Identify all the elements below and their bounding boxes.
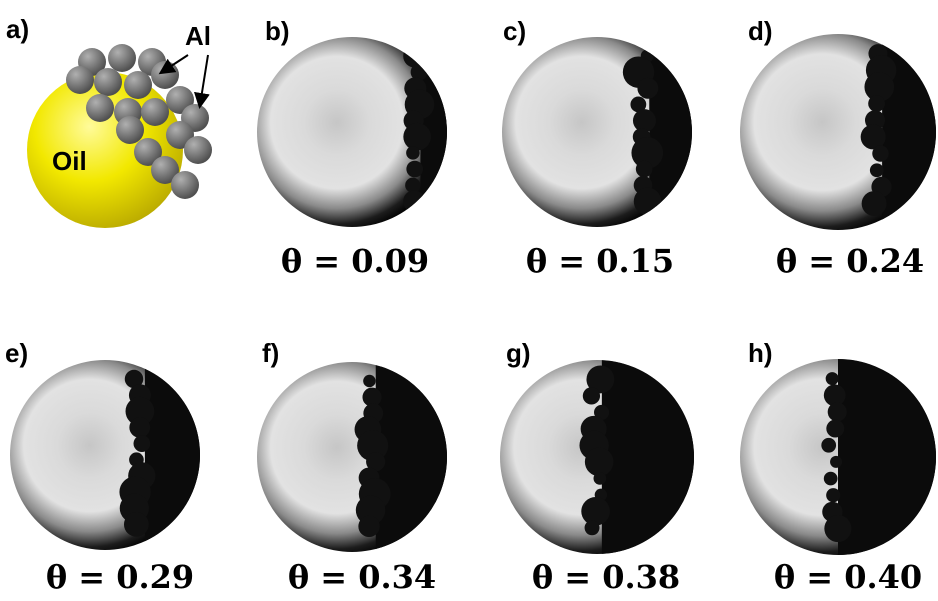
particle-cluster xyxy=(583,387,600,404)
particle-cluster xyxy=(585,448,614,477)
particle-cluster xyxy=(824,472,838,486)
theta-caption: θ = 0.09 xyxy=(281,242,429,280)
particle-cluster xyxy=(830,456,842,468)
theta-caption: θ = 0.34 xyxy=(288,558,436,596)
particle xyxy=(184,136,212,164)
particle-cluster xyxy=(129,417,150,438)
theta-caption: θ = 0.29 xyxy=(46,558,194,596)
panel-label: c) xyxy=(503,16,526,46)
panel-label: e) xyxy=(5,338,28,368)
particle-cluster xyxy=(862,191,887,216)
particle-cluster xyxy=(403,190,425,212)
arrow xyxy=(200,55,208,105)
droplet-panel: h) θ = 0.40 xyxy=(740,338,938,596)
particle xyxy=(141,98,169,126)
particle-cluster xyxy=(124,512,149,537)
panel-a: a) Oil Al xyxy=(6,14,212,228)
al-label: Al xyxy=(185,21,211,51)
droplet-panel: d) θ = 0.24 xyxy=(740,16,938,280)
particle-cluster xyxy=(826,372,839,385)
particle-cluster xyxy=(821,438,836,453)
particle xyxy=(124,71,152,99)
panel-label: d) xyxy=(748,16,773,46)
particle-cluster xyxy=(358,516,379,537)
particle-cluster xyxy=(403,123,431,151)
particle-layer xyxy=(861,34,938,230)
particle-cluster xyxy=(637,78,658,99)
particle-cluster xyxy=(826,420,844,438)
particle xyxy=(86,94,114,122)
particle-cluster xyxy=(634,188,661,215)
particle-cluster xyxy=(826,488,840,502)
particle xyxy=(171,171,199,199)
particle-layer xyxy=(821,359,938,555)
theta-caption: θ = 0.15 xyxy=(526,242,674,280)
particle-cluster xyxy=(870,163,884,177)
theta-caption: θ = 0.24 xyxy=(776,242,924,280)
oil-label: Oil xyxy=(52,146,87,176)
particle-cluster xyxy=(872,145,888,161)
particle xyxy=(116,116,144,144)
particle-cluster xyxy=(868,95,885,112)
panel-label: b) xyxy=(265,16,290,46)
panel-label: h) xyxy=(748,338,773,368)
figure: a) Oil Al b) θ = 0.09 c) θ = 0.15 d) θ = 0.24… xyxy=(0,0,938,601)
particle xyxy=(94,68,122,96)
particle-cluster xyxy=(134,435,151,452)
panel-label: a) xyxy=(6,14,29,44)
theta-caption: θ = 0.40 xyxy=(774,558,922,596)
particle-cluster xyxy=(824,515,851,542)
theta-caption: θ = 0.38 xyxy=(532,558,680,596)
particle-cluster xyxy=(828,402,847,421)
particle-cluster xyxy=(363,375,375,387)
particle-cluster xyxy=(405,178,420,193)
particle-cluster xyxy=(406,161,423,178)
particle-cluster xyxy=(406,146,420,160)
particle-cluster xyxy=(594,472,607,485)
particle xyxy=(151,61,179,89)
panel-label: g) xyxy=(506,338,531,368)
particle-cluster xyxy=(585,520,600,535)
particle-region xyxy=(838,359,938,555)
particle xyxy=(66,66,94,94)
particle xyxy=(108,44,136,72)
particle-cluster xyxy=(403,44,426,67)
particle-cluster xyxy=(636,161,653,178)
panel-label: f) xyxy=(262,338,279,368)
